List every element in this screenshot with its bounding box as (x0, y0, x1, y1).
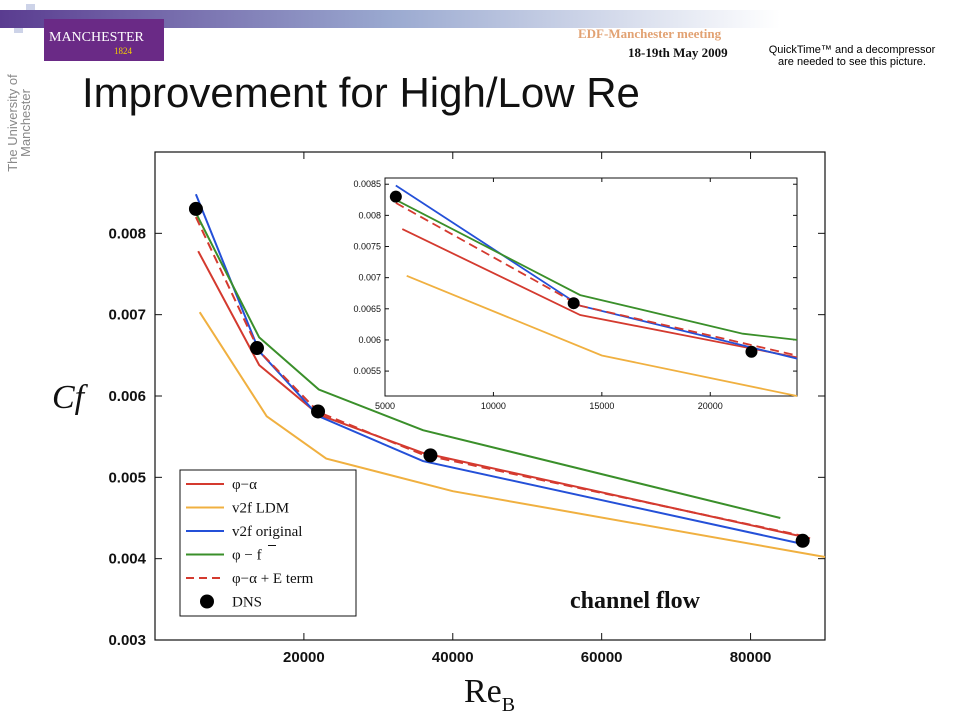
dns-point (423, 448, 438, 463)
manchester-logo (44, 19, 164, 61)
x-axis-title: Re (464, 673, 502, 710)
y-tick-label: 0.005 (108, 469, 146, 486)
y-tick-label: 0.006 (358, 335, 381, 345)
series-line (395, 199, 798, 341)
y-tick-label: 0.004 (108, 551, 146, 568)
legend-label: φ − f (232, 548, 262, 564)
inset-series (389, 184, 798, 397)
legend-marker-dns (200, 594, 214, 609)
series-line (395, 202, 798, 357)
x-tick-label: 10000 (481, 401, 506, 411)
y-tick-label: 0.0055 (353, 366, 381, 376)
dns-point (249, 341, 264, 356)
legend-label: v2f LDM (232, 501, 289, 517)
y-tick-label: 0.0065 (353, 304, 381, 314)
x-tick-label: 60000 (581, 649, 623, 666)
legend-label: v2f original (232, 524, 302, 540)
manchester-logo-text: MANCHESTER (49, 30, 144, 45)
x-axis-title-group: ReB (464, 673, 515, 716)
quicktime-notice: QuickTime™ and a decompressor are needed… (768, 44, 936, 68)
main-ticks: 20000 40000 60000 80000 0.003 0.004 0.005 0.006… (108, 152, 825, 666)
dns-point (389, 190, 402, 203)
y-tick-label: 0.0085 (353, 179, 381, 189)
dns-point (567, 297, 580, 310)
meeting-date: 18-19th May 2009 (628, 45, 728, 60)
y-tick-label: 0.006 (108, 388, 146, 405)
x-tick-label: 20000 (698, 401, 723, 411)
manchester-logo-year: 1824 (114, 46, 132, 56)
header-bar (0, 10, 780, 28)
y-tick-label: 0.008 (108, 225, 146, 242)
y-tick-label: 0.007 (358, 273, 381, 283)
bullet-square-2 (26, 4, 35, 13)
dns-point (745, 345, 758, 358)
bullet-square-3 (14, 24, 23, 33)
y-axis-title: Cf (52, 379, 89, 416)
x-axis-subscript: B (502, 694, 515, 716)
y-tick-label: 0.008 (358, 210, 381, 220)
x-tick-label: 5000 (375, 401, 395, 411)
series-line (406, 274, 798, 397)
y-tick-label: 0.007 (108, 307, 146, 324)
legend-label: φ−α + E term (232, 571, 314, 587)
series-line (195, 212, 781, 519)
y-tick-label: 0.003 (108, 632, 146, 649)
series-line (401, 228, 798, 359)
main-series (188, 193, 826, 558)
legend-label: DNS (232, 595, 262, 611)
x-tick-label: 40000 (432, 649, 474, 666)
x-tick-label: 20000 (283, 649, 325, 666)
page-title: Improvement for High/Low Re (82, 69, 640, 116)
y-tick-label: 0.0075 (353, 242, 381, 252)
channel-flow-annotation: channel flow (570, 588, 701, 614)
inset-ticks: 5000 10000 15000 20000 0.0055 0.006 0.0065 0.00… (353, 178, 797, 411)
meeting-name: EDF-Manchester meeting (578, 26, 722, 41)
legend: φ−α v2f LDM v2f original φ − f φ−α + E term D… (186, 477, 314, 611)
series-line (194, 216, 803, 537)
inset-plot-frame (384, 177, 798, 397)
dns-point (311, 404, 326, 419)
legend-label: φ−α (232, 477, 257, 493)
legend-box (179, 469, 357, 617)
series-line (198, 311, 826, 558)
x-tick-label: 80000 (730, 649, 772, 666)
dns-point (795, 533, 810, 548)
x-tick-label: 15000 (589, 401, 614, 411)
dns-point (188, 201, 203, 216)
